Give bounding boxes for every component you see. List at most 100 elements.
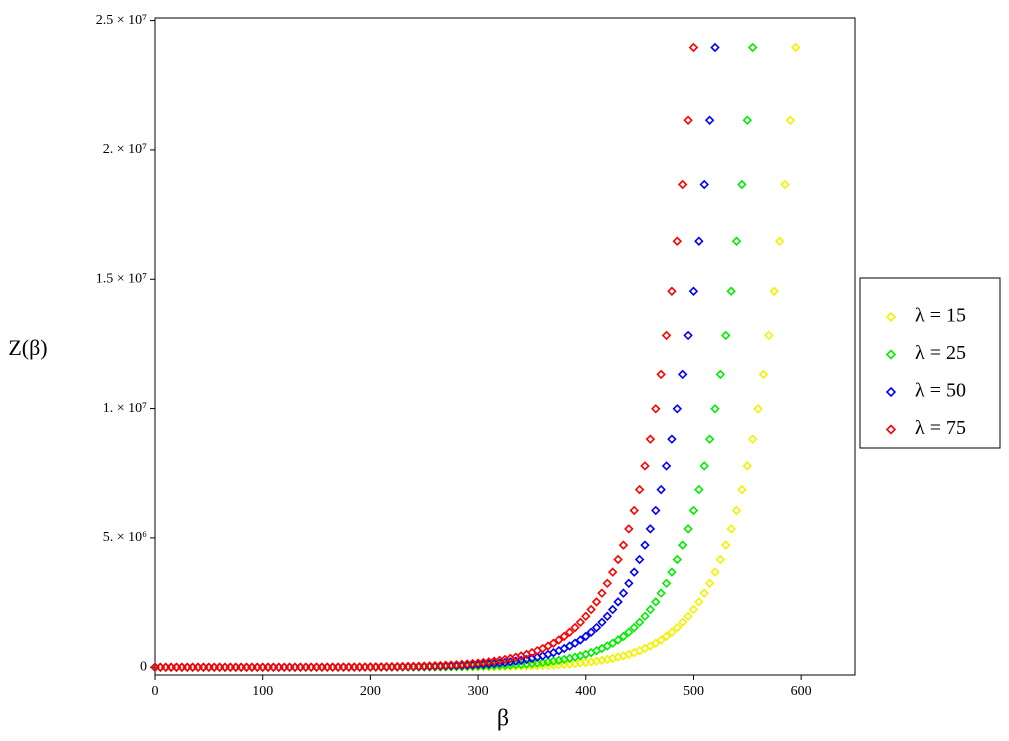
point — [726, 524, 736, 534]
legend-label: λ = 50 — [915, 380, 966, 402]
point — [672, 236, 683, 246]
legend-label: λ = 15 — [915, 305, 966, 327]
point — [677, 540, 688, 550]
x-tick-label: 400 — [575, 684, 596, 699]
legend-marker — [885, 349, 897, 360]
point — [688, 42, 699, 53]
y-tick-label: 1. × 10⁷ — [103, 401, 147, 416]
point — [602, 611, 613, 622]
point — [661, 461, 672, 471]
point — [607, 638, 618, 648]
point — [554, 635, 564, 645]
point — [575, 635, 586, 645]
y-tick-label: 5. × 10⁶ — [103, 530, 147, 545]
point — [656, 484, 666, 495]
x-tick-label: 600 — [791, 684, 812, 699]
point — [742, 461, 753, 471]
point — [683, 611, 693, 622]
point — [634, 484, 645, 495]
point — [656, 369, 666, 380]
point — [667, 434, 677, 444]
point — [774, 236, 785, 246]
point — [710, 567, 720, 577]
point — [624, 524, 634, 534]
point — [618, 540, 629, 550]
point — [629, 567, 639, 577]
point — [704, 434, 715, 444]
point — [688, 286, 699, 297]
point — [640, 540, 650, 550]
point — [597, 588, 607, 598]
legend-marker — [885, 311, 897, 323]
point — [667, 567, 677, 577]
point — [570, 638, 580, 648]
point — [677, 179, 688, 190]
point — [613, 635, 623, 645]
x-tick-label: 0 — [152, 684, 159, 699]
point — [656, 588, 666, 598]
point — [602, 578, 613, 589]
point — [769, 286, 779, 297]
point — [677, 369, 688, 380]
point — [753, 404, 763, 414]
y-tick-label: 0 — [140, 659, 147, 674]
x-tick-label: 100 — [252, 684, 273, 699]
point — [747, 434, 758, 444]
point — [597, 617, 607, 628]
point — [661, 578, 672, 589]
plot-area: 0 5. × 10⁶ 1. × 10⁷ 1.5 × 10⁷ 2. × 10⁷ 2.5 × … — [96, 13, 856, 699]
point — [607, 604, 618, 615]
point — [645, 434, 656, 444]
point — [737, 179, 747, 190]
point — [651, 404, 661, 414]
legend-marker — [885, 386, 897, 398]
point — [613, 597, 623, 607]
point — [661, 330, 672, 341]
x-axis-label: β — [497, 706, 509, 732]
plot-frame — [154, 17, 856, 676]
point — [581, 611, 591, 622]
y-tick-label: 1.5 × 10⁷ — [96, 271, 147, 286]
point — [618, 631, 629, 642]
point — [710, 42, 720, 53]
point — [651, 597, 661, 607]
point — [591, 597, 602, 607]
point — [624, 627, 634, 637]
y-axis-label: Z(β) — [8, 335, 47, 360]
point — [721, 540, 731, 550]
point — [731, 505, 742, 516]
point — [672, 554, 683, 565]
point — [721, 330, 731, 341]
point — [688, 604, 699, 615]
point — [629, 505, 639, 516]
point — [683, 115, 693, 126]
point — [634, 617, 645, 628]
point — [747, 42, 758, 53]
point — [640, 461, 650, 471]
x-tick-label: 500 — [683, 684, 704, 699]
point — [699, 588, 709, 598]
point — [613, 554, 623, 565]
point — [731, 236, 742, 246]
point — [640, 611, 650, 622]
point — [651, 638, 661, 648]
point — [645, 604, 656, 615]
point — [586, 604, 596, 615]
point — [683, 330, 693, 341]
point — [661, 631, 672, 642]
point — [624, 578, 634, 589]
point — [715, 554, 726, 565]
y-tick-label: 2.5 × 10⁷ — [96, 13, 147, 28]
legend: λ = 15 λ = 25 λ = 50 λ = 75 — [859, 277, 1001, 449]
point — [667, 286, 677, 297]
point — [699, 461, 709, 471]
x-tick-label: 300 — [468, 684, 489, 699]
point — [785, 115, 796, 126]
point — [683, 524, 693, 534]
legend-label: λ = 75 — [915, 417, 966, 439]
point — [667, 627, 677, 637]
point — [715, 369, 726, 380]
point — [710, 404, 720, 414]
